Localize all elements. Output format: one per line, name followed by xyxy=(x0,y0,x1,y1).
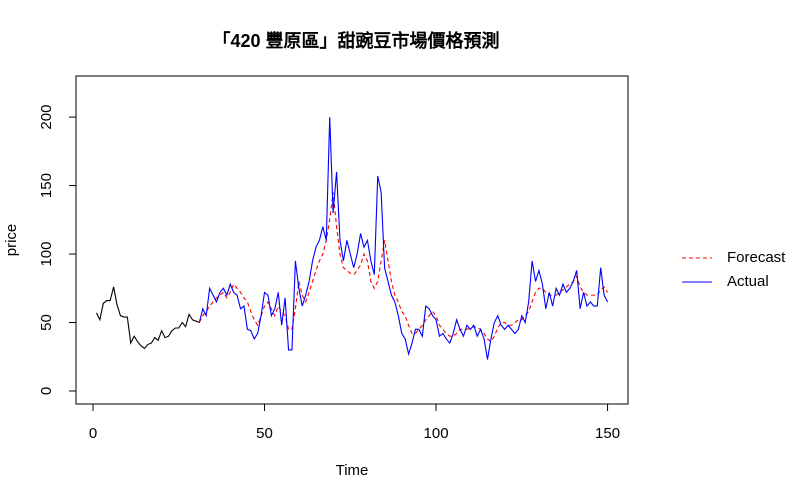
series-line xyxy=(95,286,200,350)
chart-title: 「420 豐原區」甜豌豆市場價格預測 xyxy=(212,30,499,51)
series-line xyxy=(198,117,609,360)
plot-box xyxy=(75,75,629,405)
y-tick-label: 150 xyxy=(38,173,55,198)
x-tick-label: 150 xyxy=(595,425,620,442)
legend-label: Forecast xyxy=(727,249,786,266)
series-line xyxy=(198,192,609,343)
y-tick-label: 50 xyxy=(38,314,55,331)
y-tick-label: 200 xyxy=(38,105,55,130)
y-axis-label: price xyxy=(3,224,20,257)
x-tick-label: 50 xyxy=(256,425,273,442)
x-tick-label: 100 xyxy=(424,425,449,442)
y-tick-label: 0 xyxy=(38,387,55,395)
legend-label: Actual xyxy=(727,273,769,290)
y-tick-label: 100 xyxy=(38,242,55,267)
x-tick-label: 0 xyxy=(89,425,97,442)
x-axis-label: Time xyxy=(336,462,369,479)
